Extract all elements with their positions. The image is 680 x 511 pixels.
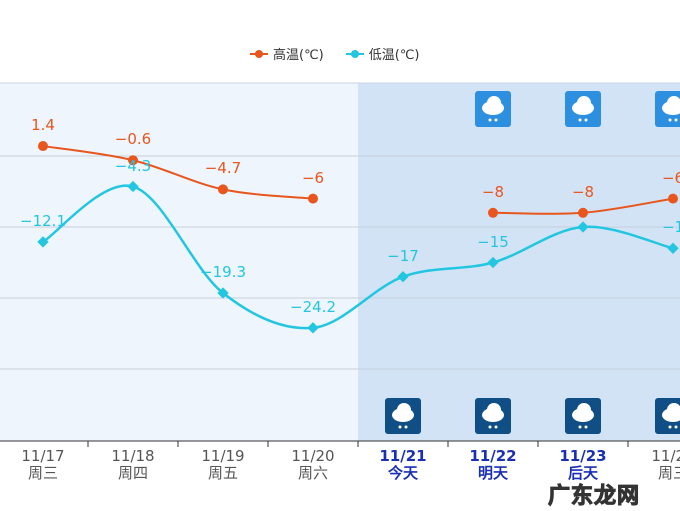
low-temp-label: −12.1 <box>20 211 66 230</box>
legend-item-high[interactable]: 高温(℃) <box>250 44 324 63</box>
date-label: 11/17 <box>21 447 65 465</box>
x-tick-label: 11/21 今天 <box>358 448 448 482</box>
weekday-label: 明天 <box>477 464 508 482</box>
high-temp-point[interactable] <box>668 193 678 204</box>
weekday-label: 周三 <box>27 464 58 482</box>
heavy-snow-icon <box>475 91 511 127</box>
low-temp-point[interactable] <box>37 236 49 248</box>
low-temp-label: −1 <box>661 218 680 237</box>
low-temp-point[interactable] <box>127 180 139 193</box>
date-label: 11/21 <box>379 447 427 465</box>
forecast-background <box>358 83 680 441</box>
high-temp-label: −8 <box>481 182 505 201</box>
low-temp-label: −17 <box>387 246 419 265</box>
date-label: 11/18 <box>111 447 155 465</box>
past-background <box>0 83 358 441</box>
high-temp-label: −6 <box>661 168 680 187</box>
legend: 高温(℃) 低温(℃) <box>250 44 420 63</box>
high-temp-point[interactable] <box>578 207 588 218</box>
weekday-label: 周四 <box>117 464 148 482</box>
weekday-label: 今天 <box>387 464 418 482</box>
watermark: 广东龙网 <box>547 484 641 509</box>
x-tick-label: 11/20 周六 <box>268 448 358 482</box>
legend-item-low[interactable]: 低温(℃) <box>345 44 420 63</box>
partly-cloudy-snow-icon <box>655 91 680 127</box>
low-temp-label: −19.3 <box>200 263 246 282</box>
date-label: 11/19 <box>201 447 245 465</box>
x-tick-label: 11/24周三 <box>628 448 680 482</box>
high-temp-line <box>42 145 314 200</box>
date-label: 11/22 <box>469 447 517 465</box>
date-label: 11/24 <box>651 447 680 465</box>
high-temp-label: −0.6 <box>114 130 152 149</box>
high-temp-label: −4.7 <box>204 159 242 178</box>
x-tick-label: 11/18 周四 <box>88 448 178 482</box>
high-temp-label: −6 <box>301 168 325 187</box>
high-temp-label: −8 <box>571 182 595 201</box>
weekday-label: 周五 <box>207 464 238 482</box>
high-temp-point[interactable] <box>128 155 138 166</box>
high-temp-point[interactable] <box>218 184 228 195</box>
low-temp-point[interactable] <box>577 221 589 233</box>
low-temp-point[interactable] <box>667 242 679 254</box>
low-temp-point[interactable] <box>397 271 409 283</box>
x-tick-label: 11/19 周五 <box>178 448 268 482</box>
cloudy-snow-icon <box>655 398 680 434</box>
light-snow-icon <box>385 398 421 434</box>
high-temp-point[interactable] <box>38 141 48 152</box>
low-temp-label: −15 <box>477 232 509 251</box>
x-tick-label: 11/23 后天 <box>538 448 628 482</box>
date-label: 11/20 <box>291 447 335 465</box>
low-temp-label: −4.3 <box>114 156 152 175</box>
weekday-label: 后天 <box>567 464 598 482</box>
legend-label-high: 高温(℃) <box>273 48 324 63</box>
low-temp-label: −24.2 <box>290 297 336 316</box>
date-label: 11/23 <box>559 447 607 465</box>
high-temp-point[interactable] <box>488 207 498 218</box>
weekday-label: 周六 <box>297 464 328 482</box>
low-temp-point[interactable] <box>217 287 229 299</box>
low-temp-point[interactable] <box>307 322 319 334</box>
low-temp-line <box>42 184 674 330</box>
legend-swatch-high <box>250 49 268 58</box>
light-snow-icon <box>565 91 601 127</box>
weekday-label: 周三 <box>657 464 680 482</box>
x-tick-label: 11/22 明天 <box>448 448 538 482</box>
high-temp-label: 1.4 <box>31 116 55 135</box>
legend-label-low: 低温(℃) <box>368 48 420 63</box>
light-snow-icon <box>565 398 601 434</box>
low-temp-point[interactable] <box>487 256 499 269</box>
moderate-snow-icon <box>475 398 511 434</box>
high-temp-point[interactable] <box>308 193 318 204</box>
legend-swatch-low <box>345 49 364 58</box>
x-tick-label: 11/17 周三 <box>0 448 88 482</box>
